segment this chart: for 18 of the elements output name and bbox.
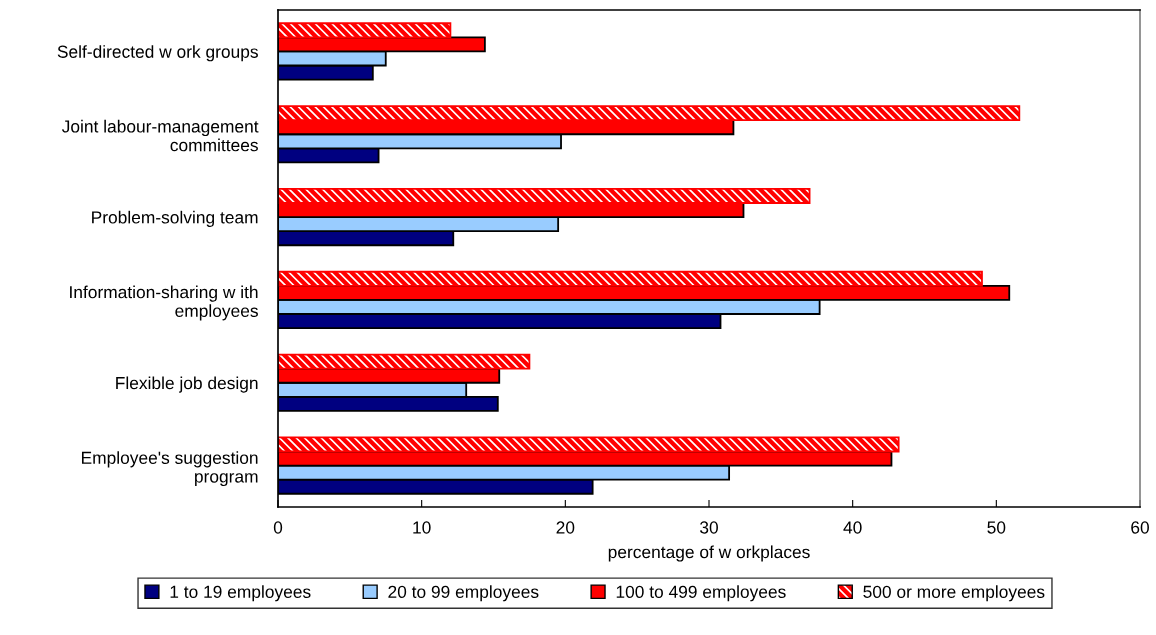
x-axis-title: percentage of w orkplaces — [608, 545, 810, 562]
y-tick-label: Information-sharing w ith employees — [70, 285, 258, 321]
x-tick-label: 40 — [843, 521, 862, 534]
x-tick-label: 60 — [1131, 521, 1149, 534]
y-tick-label: Problem-solving team — [92, 210, 258, 227]
legend-label: 100 to 499 employees — [616, 585, 786, 602]
y-tick-label: Self-directed w ork groups — [57, 45, 258, 62]
x-tick-label: 10 — [413, 521, 431, 534]
legend-label: 500 or more employees — [863, 585, 1045, 602]
x-tick-label: 0 — [273, 521, 283, 534]
x-tick-label: 50 — [987, 521, 1006, 534]
y-tick-label: Employee's suggestion program — [82, 451, 258, 487]
y-tick-label: Flexible job design — [116, 376, 258, 393]
legend-label: 20 to 99 employees — [388, 585, 539, 602]
legend-label: 1 to 19 employees — [170, 585, 311, 602]
y-tick-label: Joint labour-management committees — [61, 119, 259, 152]
x-tick-label: 20 — [556, 521, 575, 534]
x-tick-label: 30 — [700, 521, 718, 534]
